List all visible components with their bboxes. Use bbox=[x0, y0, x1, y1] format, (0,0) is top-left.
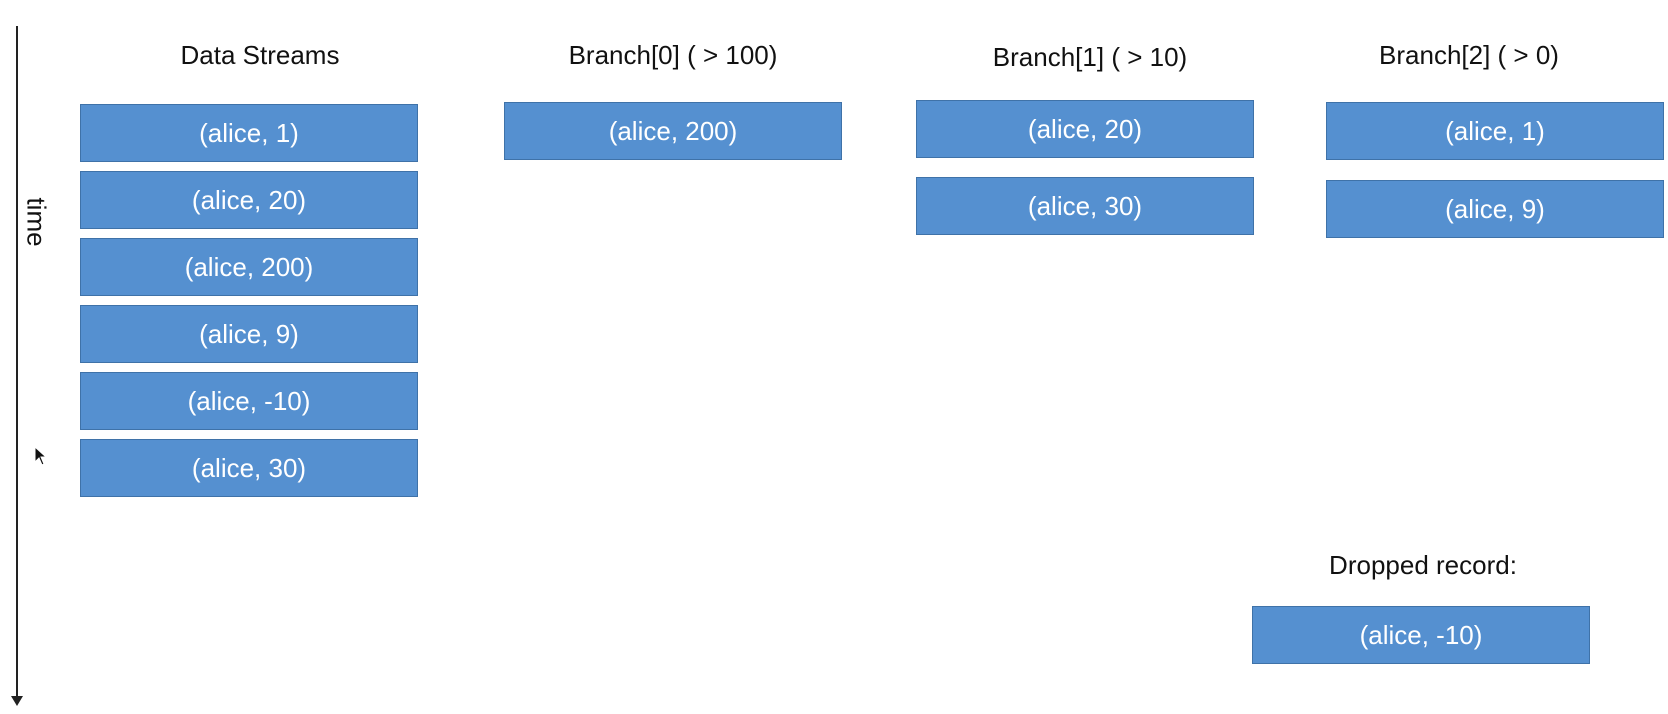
time-axis-label: time bbox=[21, 197, 52, 247]
branch-2-title: Branch[2] ( > 0) bbox=[1379, 40, 1559, 70]
stream-record: (alice, 9) bbox=[80, 305, 418, 363]
branch-1-record: (alice, 20) bbox=[916, 100, 1254, 158]
branch-1-record: (alice, 30) bbox=[916, 177, 1254, 235]
stream-record: (alice, 1) bbox=[80, 104, 418, 162]
time-axis-line bbox=[16, 26, 18, 698]
stream-record: (alice, -10) bbox=[80, 372, 418, 430]
stream-record: (alice, 20) bbox=[80, 171, 418, 229]
dropped-record: (alice, -10) bbox=[1252, 606, 1590, 664]
time-axis-arrowhead bbox=[11, 696, 23, 706]
data-streams-title: Data Streams bbox=[180, 40, 340, 70]
branch-1-title: Branch[1] ( > 10) bbox=[992, 42, 1188, 72]
dropped-record-title: Dropped record: bbox=[1329, 550, 1517, 580]
branch-0-title: Branch[0] ( > 100) bbox=[568, 40, 778, 70]
branch-2-record: (alice, 9) bbox=[1326, 180, 1664, 238]
branch-0-record: (alice, 200) bbox=[504, 102, 842, 160]
stream-record: (alice, 30) bbox=[80, 439, 418, 497]
branch-2-record: (alice, 1) bbox=[1326, 102, 1664, 160]
mouse-pointer-icon bbox=[34, 446, 48, 466]
stream-record: (alice, 200) bbox=[80, 238, 418, 296]
